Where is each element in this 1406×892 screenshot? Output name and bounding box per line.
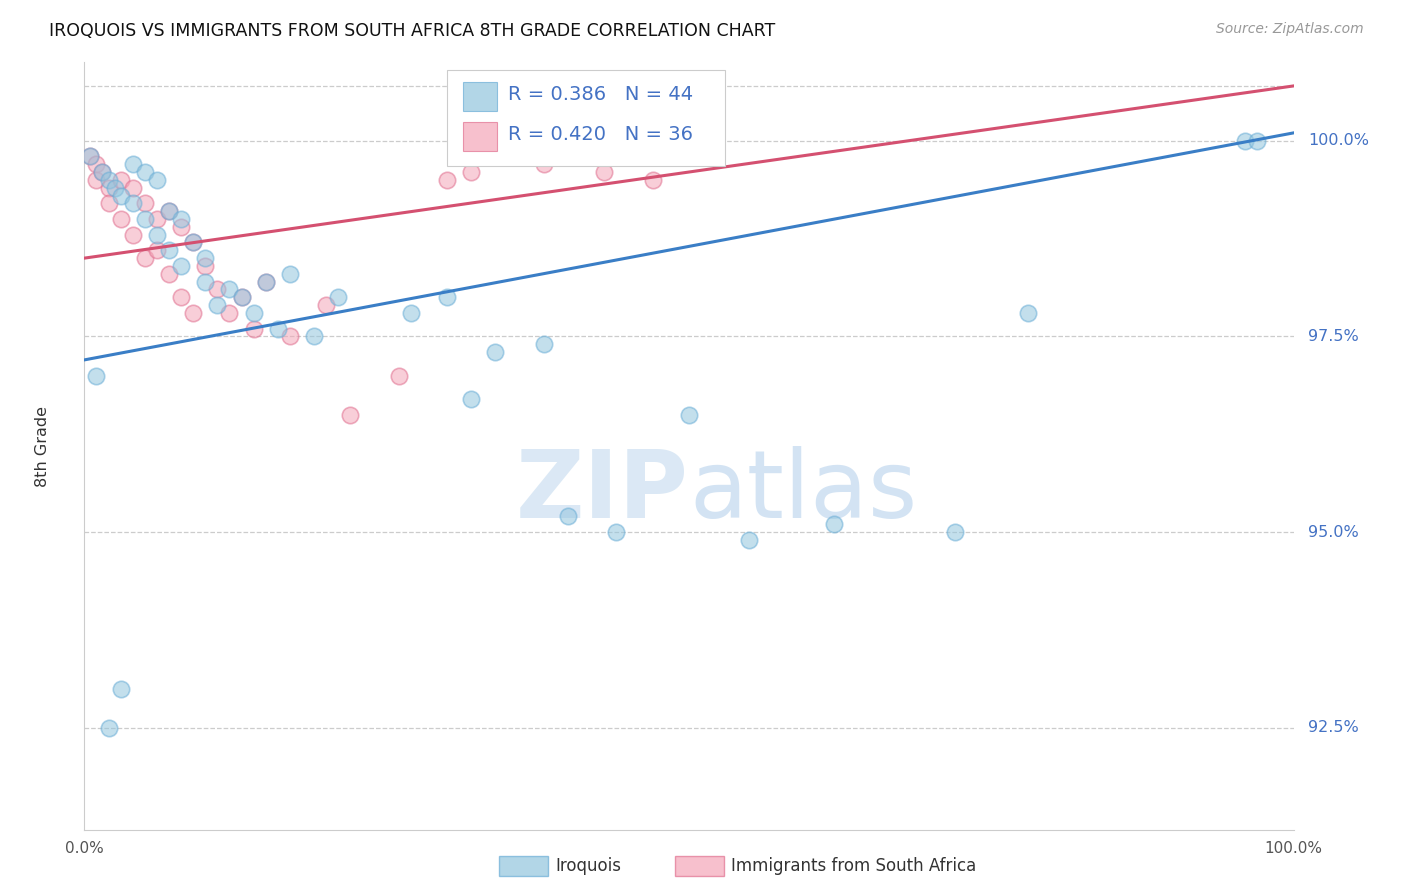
Text: 95.0%: 95.0%	[1308, 524, 1358, 540]
Point	[146, 244, 169, 258]
Point	[146, 212, 169, 227]
Point	[97, 180, 120, 194]
Point	[97, 196, 120, 211]
Point	[170, 259, 193, 273]
Point	[231, 290, 253, 304]
Point	[218, 306, 240, 320]
Point	[157, 204, 180, 219]
Point	[231, 290, 253, 304]
Point	[460, 392, 482, 406]
Point	[436, 173, 458, 187]
Point	[436, 290, 458, 304]
Point	[157, 204, 180, 219]
Point	[86, 368, 108, 383]
Text: 100.0%: 100.0%	[1264, 841, 1323, 856]
Text: Source: ZipAtlas.com: Source: ZipAtlas.com	[1216, 22, 1364, 37]
Point	[181, 235, 204, 250]
Point	[242, 306, 264, 320]
Point	[738, 533, 761, 547]
Point	[79, 149, 101, 163]
Point	[557, 509, 579, 524]
Point	[484, 345, 506, 359]
Point	[496, 149, 519, 163]
Point	[110, 681, 132, 696]
Point	[157, 244, 180, 258]
Point	[267, 321, 290, 335]
Point	[641, 173, 664, 187]
Point	[110, 173, 132, 187]
Point	[170, 212, 193, 227]
Point	[943, 525, 966, 540]
Point	[278, 267, 301, 281]
Point	[254, 275, 277, 289]
Text: 97.5%: 97.5%	[1308, 329, 1358, 344]
Point	[170, 219, 193, 234]
Point	[302, 329, 325, 343]
FancyBboxPatch shape	[463, 121, 496, 151]
Point	[207, 282, 229, 296]
Point	[218, 282, 240, 296]
Point	[134, 251, 156, 265]
Point	[194, 275, 217, 289]
Text: 0.0%: 0.0%	[65, 841, 104, 856]
Point	[146, 173, 169, 187]
Point	[79, 149, 101, 163]
Point	[121, 157, 143, 171]
Point	[388, 368, 411, 383]
Point	[339, 408, 361, 422]
Point	[254, 275, 277, 289]
Text: 100.0%: 100.0%	[1308, 133, 1369, 148]
Point	[460, 165, 482, 179]
Point	[181, 235, 204, 250]
FancyBboxPatch shape	[463, 81, 496, 111]
Text: atlas: atlas	[689, 446, 917, 538]
Point	[1246, 134, 1268, 148]
Point	[533, 337, 555, 351]
Point	[91, 165, 114, 179]
Point	[1234, 134, 1257, 148]
Point	[399, 306, 422, 320]
Point	[110, 212, 132, 227]
Point	[134, 196, 156, 211]
Point	[593, 165, 616, 179]
Point	[315, 298, 337, 312]
Point	[86, 173, 108, 187]
Point	[121, 180, 143, 194]
Point	[134, 212, 156, 227]
Text: IROQUOIS VS IMMIGRANTS FROM SOUTH AFRICA 8TH GRADE CORRELATION CHART: IROQUOIS VS IMMIGRANTS FROM SOUTH AFRICA…	[49, 22, 776, 40]
Point	[97, 721, 120, 735]
Point	[678, 408, 700, 422]
Text: 8th Grade: 8th Grade	[35, 406, 49, 486]
Point	[207, 298, 229, 312]
Text: ZIP: ZIP	[516, 446, 689, 538]
Point	[194, 259, 217, 273]
Point	[86, 157, 108, 171]
Text: Iroquois: Iroquois	[555, 857, 621, 875]
Point	[91, 165, 114, 179]
Point	[104, 180, 127, 194]
Point	[1017, 306, 1039, 320]
Point	[181, 306, 204, 320]
Point	[278, 329, 301, 343]
Point	[134, 165, 156, 179]
Text: R = 0.420   N = 36: R = 0.420 N = 36	[508, 125, 693, 144]
Point	[157, 267, 180, 281]
Point	[121, 227, 143, 242]
Point	[97, 173, 120, 187]
Text: 92.5%: 92.5%	[1308, 721, 1358, 735]
FancyBboxPatch shape	[447, 70, 725, 166]
Point	[328, 290, 350, 304]
Point	[823, 517, 845, 532]
Point	[605, 525, 627, 540]
Point	[533, 157, 555, 171]
Point	[194, 251, 217, 265]
Text: Immigrants from South Africa: Immigrants from South Africa	[731, 857, 976, 875]
Point	[170, 290, 193, 304]
Point	[110, 188, 132, 202]
Point	[242, 321, 264, 335]
Point	[121, 196, 143, 211]
Text: R = 0.386   N = 44: R = 0.386 N = 44	[508, 85, 693, 104]
Point	[146, 227, 169, 242]
